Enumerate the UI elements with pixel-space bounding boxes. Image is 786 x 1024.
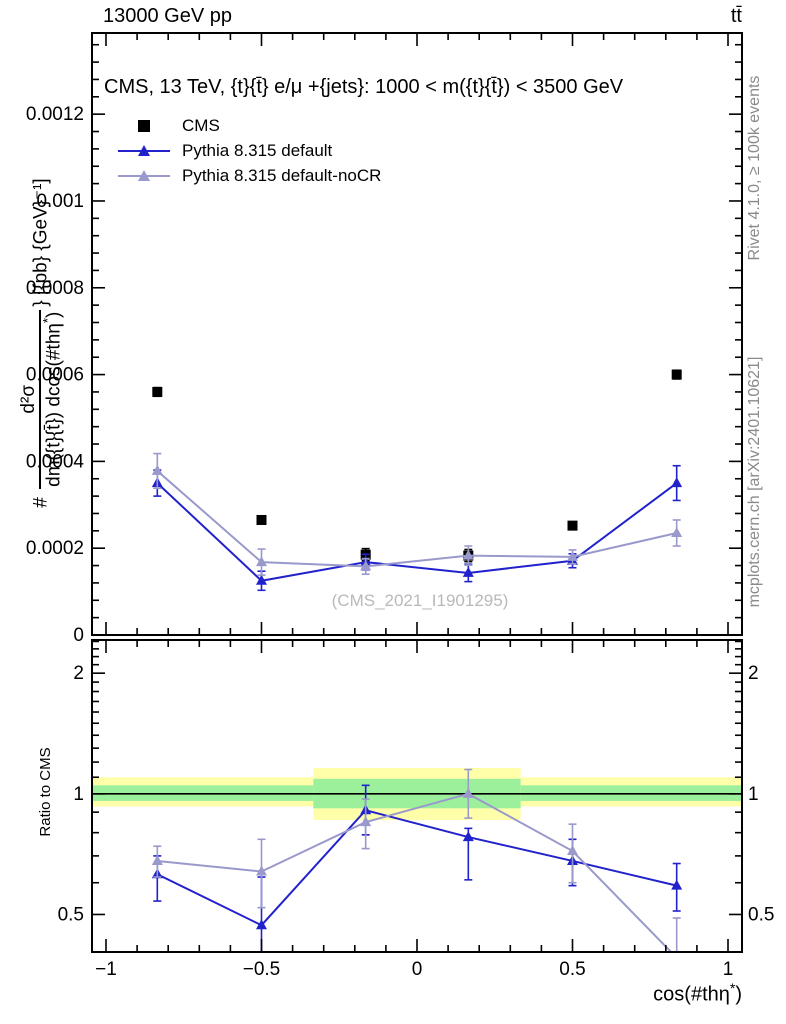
- data-point-triangle: [255, 574, 267, 585]
- data-point-triangle: [671, 879, 683, 890]
- data-point-square: [671, 369, 682, 380]
- ratio-y-tick-label-right: 0.5: [748, 904, 774, 925]
- ratio-y-tick-label-left: 2: [73, 663, 84, 684]
- x-axis-label: cos(#thη*): [653, 980, 742, 1006]
- data-point-triangle: [567, 844, 579, 855]
- data-point-triangle: [671, 527, 683, 538]
- data-point-triangle: [255, 919, 267, 930]
- ratio-y-tick-label-left: 0.5: [58, 904, 84, 925]
- legend-label-cms: CMS: [182, 115, 220, 135]
- analysis-id-watermark: (CMS_2021_I1901295): [331, 591, 509, 610]
- main-y-tick-label: 0.0012: [26, 104, 84, 125]
- data-point-triangle: [567, 550, 579, 561]
- data-point-triangle: [462, 549, 474, 560]
- main-y-tick-label: 0.0002: [26, 538, 84, 559]
- x-tick-label: −0.5: [243, 959, 281, 980]
- data-point-square: [256, 514, 267, 525]
- data-point-triangle: [462, 787, 474, 798]
- axis-ticks: [92, 33, 742, 952]
- legend: CMS Pythia 8.315 default Pythia 8.315 de…: [118, 115, 381, 186]
- tick-labels: 0 0.0002 0.0004 0.0006 0.0008 0.001 0.0012 0.5 0…: [26, 104, 775, 980]
- x-tick-label: 1: [723, 959, 734, 980]
- series-pythia-8-315-default: [151, 464, 683, 592]
- data-point-triangle: [151, 464, 163, 475]
- blue-triangle-line-marker-icon: [118, 144, 170, 158]
- series-pythia-8-315-default-nocr: [151, 768, 681, 952]
- main-y-tick-label: 0.001: [36, 191, 84, 212]
- ratio-y-tick-label-left: 1: [73, 784, 84, 805]
- ratio-y-tick-label-right: 1: [748, 784, 759, 805]
- legend-item-pythia-default: Pythia 8.315 default: [118, 140, 381, 161]
- data-point-triangle: [462, 566, 474, 577]
- main-panel-frame: [91, 32, 743, 636]
- data-point-triangle: [151, 854, 163, 865]
- main-y-tick-label: 0.0004: [26, 451, 85, 472]
- main-y-tick-label: 0: [73, 625, 84, 646]
- series-cms: [152, 369, 682, 563]
- x-tick-label: 0: [412, 959, 423, 980]
- data-point-triangle: [360, 816, 372, 827]
- x-tick-label: −1: [95, 959, 117, 980]
- gray-triangle-line-marker-icon: [118, 169, 170, 183]
- data-point-triangle: [676, 951, 677, 952]
- x-tick-label: 0.5: [559, 959, 585, 980]
- data-point-triangle: [255, 865, 267, 876]
- legend-item-cms: CMS: [118, 115, 381, 136]
- legend-item-pythia-nocr: Pythia 8.315 default-noCR: [118, 165, 381, 186]
- plot-title: CMS, 13 TeV, {t}{t̄} e/μ +{jets}: 1000 <…: [104, 76, 624, 98]
- main-y-tick-label: 0.0008: [26, 278, 84, 299]
- header-beam-energy: 13000 GeV pp: [103, 5, 232, 27]
- header-process-label: tt̄: [730, 5, 742, 27]
- ratio-y-tick-label-right: 2: [748, 663, 759, 684]
- data-point-triangle: [255, 556, 267, 567]
- legend-label-pythia-default: Pythia 8.315 default: [182, 140, 333, 160]
- data-point-square: [152, 386, 163, 397]
- data-point-triangle: [360, 560, 372, 571]
- cms-square-marker-icon: [118, 119, 170, 133]
- legend-label-pythia-nocr: Pythia 8.315 default-noCR: [182, 165, 382, 185]
- data-point-square: [567, 520, 578, 531]
- data-point-triangle: [671, 477, 683, 488]
- data-point-triangle: [462, 831, 474, 842]
- main-y-tick-label: 0.0006: [26, 365, 84, 386]
- series-pythia-8-315-default-nocr: [151, 452, 683, 576]
